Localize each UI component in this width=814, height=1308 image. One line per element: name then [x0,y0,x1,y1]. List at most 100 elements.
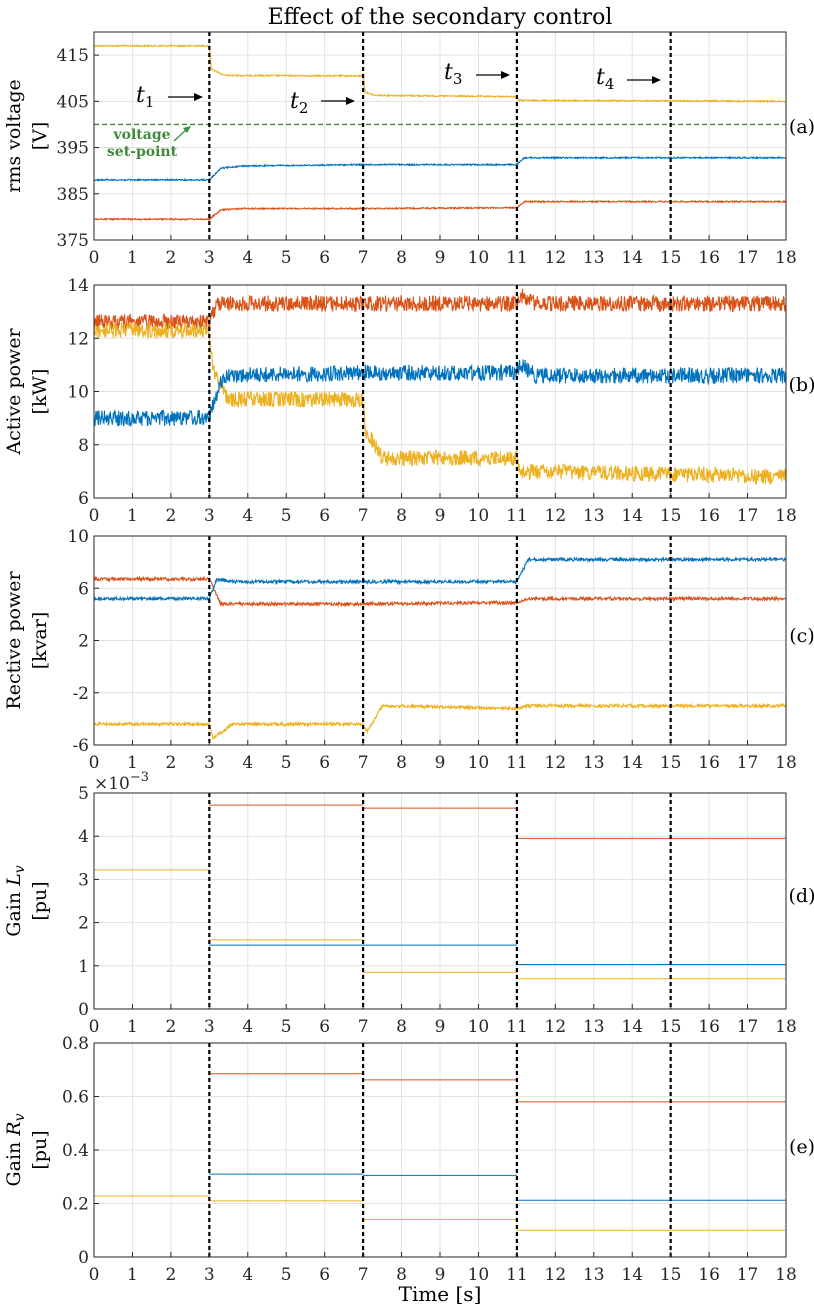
x-ticks: 0 1 2 3 4 5 6 7 8 9 10 11 12 13 14 15 16 17 18 [89,1252,797,1285]
x-tick-label: 3 [204,248,215,268]
x-tick-label: 1 [127,1265,138,1285]
x-tick-label: 3 [204,1265,215,1285]
y-ticks: 0 1 2 3 4 5 [78,784,99,1020]
x-tick-label: 13 [583,1265,605,1285]
x-tick-label: 12 [545,1017,567,1037]
x-tick-label: 3 [204,753,215,773]
x-tick-label: 8 [396,248,407,268]
x-ticks: 0 1 2 3 4 5 6 7 8 9 10 11 12 13 14 15 16 17 18 [89,1004,797,1037]
x-tick-label: 12 [545,248,567,268]
panel-label: (e) [789,1136,814,1158]
x-tick-label: 18 [775,753,797,773]
y-tick-label: 4 [78,827,89,847]
x-tick-label: 13 [583,248,605,268]
y-tick-label: 10 [67,527,89,547]
x-tick-label: 1 [127,506,138,526]
y-tick-label: 10 [67,383,89,403]
x-tick-label: 7 [358,506,369,526]
x-tick-label: 8 [396,506,407,526]
x-tick-label: 10 [468,753,490,773]
x-tick-label: 1 [127,248,138,268]
setpoint-arrow-head [183,126,191,133]
y-tick-label: 3 [78,870,89,890]
x-tick-label: 7 [358,1265,369,1285]
x-tick-label: 18 [775,1017,797,1037]
x-ticks: 0 1 2 3 4 5 6 7 8 9 10 11 12 13 14 15 16 17 18 [89,235,797,268]
setpoint-label-line1: voltage [112,127,170,143]
x-tick-label: 7 [358,1017,369,1037]
y-tick-label: 2 [78,632,89,652]
x-tick-label: 17 [737,1017,759,1037]
event-arrow-head [194,93,203,101]
plot-content [94,1073,786,1231]
x-tick-label: 2 [165,248,176,268]
x-tick-label: 15 [660,1265,682,1285]
x-tick-label: 10 [468,1017,490,1037]
panel-a: 0 1 2 3 4 5 6 7 8 9 10 11 12 13 14 15 16 17 18375385395405… [3,31,814,268]
x-tick-label: 18 [775,506,797,526]
x-tick-label: 14 [621,248,643,268]
y-axis-label-line1: rms voltage [3,79,25,193]
x-tick-label: 0 [89,1017,100,1037]
x-tick-label: 7 [358,248,369,268]
x-tick-label: 6 [319,506,330,526]
x-tick-label: 17 [737,1265,759,1285]
event-arrow-head [346,97,355,105]
x-tick-label: 6 [319,1265,330,1285]
x-tick-label: 17 [737,248,759,268]
y-tick-label: -6 [72,736,89,756]
x-tick-label: 16 [698,1265,720,1285]
x-tick-label: 5 [281,1017,292,1037]
y-axis-label-line2: [kW] [29,369,51,415]
x-tick-label: 4 [242,506,253,526]
x-tick-label: 4 [242,753,253,773]
series-blue [94,359,786,427]
x-tick-label: 2 [165,753,176,773]
y-tick-label: -2 [72,684,89,704]
y-ticks: 6 8 10 12 14 [67,276,99,509]
x-tick-label: 16 [698,1017,720,1037]
x-tick-label: 16 [698,506,720,526]
x-tick-label: 4 [242,248,253,268]
event-label-t2: t2 [290,89,308,117]
y-tick-label: 395 [57,139,89,159]
x-tick-label: 4 [242,1017,253,1037]
y-axis-label: Gain Rv[pu] [3,1113,51,1186]
panel-b: 0 1 2 3 4 5 6 7 8 9 10 11 12 13 14 15 16 17 1868101214Acti… [3,276,814,526]
x-tick-label: 6 [319,1017,330,1037]
y-axis-label: Gain Lv[pu] [3,865,51,936]
x-tick-label: 11 [506,248,528,268]
x-tick-label: 0 [89,753,100,773]
panel-c: 0 1 2 3 4 5 6 7 8 9 10 11 12 13 14 15 16 17 18-6-22610Rect… [3,527,814,773]
y-axis-label-line2: [V] [29,122,51,151]
x-tick-label: 17 [737,506,759,526]
x-tick-label: 13 [583,753,605,773]
y-tick-label: 415 [57,46,89,66]
panel-label: (d) [789,885,814,907]
y-axis-label-line2: [pu] [29,881,51,920]
x-tick-label: 12 [545,506,567,526]
x-tick-label: 9 [435,506,446,526]
x-axis-label: Time [s] [399,1282,482,1306]
x-tick-label: 15 [660,506,682,526]
y-axis-label-line1: Rective power [3,571,25,710]
x-tick-label: 5 [281,753,292,773]
y-ticks: 0 0.2 0.4 0.6 0.8 [62,1034,99,1268]
x-tick-label: 11 [506,1017,528,1037]
x-tick-label: 0 [89,248,100,268]
y-axis-label: Rective power [kvar] [3,571,51,710]
y-tick-label: 6 [78,489,89,509]
x-tick-label: 16 [698,753,720,773]
x-tick-label: 9 [435,1017,446,1037]
panel-e: 0 1 2 3 4 5 6 7 8 9 10 11 12 13 14 15 16 17 1800.20.40.60.… [3,1034,814,1285]
x-tick-label: 14 [621,753,643,773]
y-tick-label: 2 [78,914,89,934]
y-tick-label: 0 [78,1248,89,1268]
y-ticks: 375 385 395 405 415 [57,46,99,251]
chart-title: Effect of the secondary control [268,5,613,30]
x-tick-label: 6 [319,753,330,773]
x-tick-label: 0 [89,1265,100,1285]
